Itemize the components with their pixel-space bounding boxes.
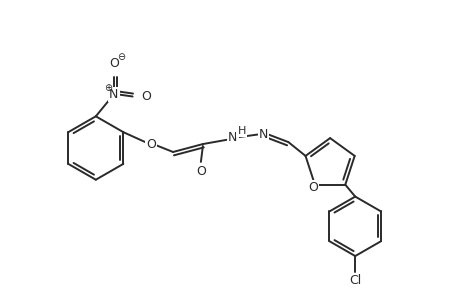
- Text: ⊖: ⊖: [118, 52, 125, 62]
- Text: N: N: [228, 130, 237, 144]
- Text: Cl: Cl: [348, 274, 361, 287]
- Text: N: N: [258, 128, 268, 141]
- Text: N: N: [109, 88, 118, 101]
- Text: O: O: [141, 90, 151, 103]
- Text: O: O: [146, 138, 156, 151]
- Text: O: O: [108, 57, 118, 70]
- Text: ⊕: ⊕: [103, 82, 112, 93]
- Text: O: O: [196, 165, 205, 178]
- Text: H: H: [237, 126, 245, 136]
- Text: O: O: [308, 181, 317, 194]
